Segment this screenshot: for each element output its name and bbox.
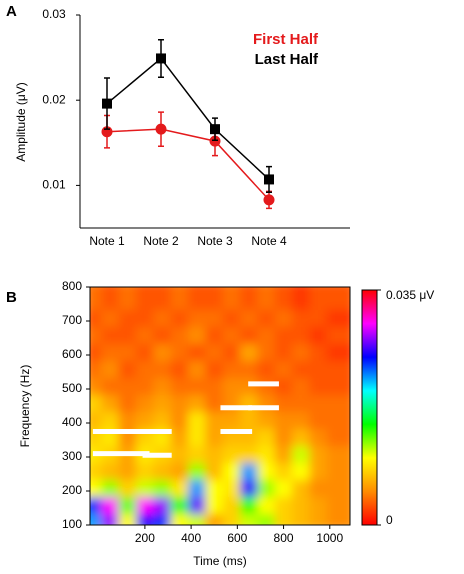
x-tick-label: Note 2 <box>143 234 179 248</box>
y-tick-label: 600 <box>62 347 82 361</box>
heatmap-cells <box>90 287 350 525</box>
heatmap <box>90 287 350 525</box>
data-point <box>210 124 220 135</box>
data-point <box>155 123 167 135</box>
data-point <box>102 98 112 109</box>
y-tick-label: 700 <box>62 313 82 327</box>
colorbar <box>361 289 378 526</box>
x-axis-label: Time (ms) <box>193 554 247 568</box>
data-point <box>156 53 166 64</box>
plot-frame <box>89 286 351 526</box>
y-tick-label: 500 <box>62 381 82 395</box>
x-tick-label: 1000 <box>316 531 343 545</box>
series-line <box>106 57 270 180</box>
y-axis-label: Frequency (Hz) <box>18 365 32 448</box>
data-point <box>209 135 221 147</box>
legend-entry: First Half <box>253 31 319 48</box>
y-tick-label: 0.02 <box>42 92 66 106</box>
y-axis-label: Amplitude (μV) <box>14 82 28 162</box>
panel-label: B <box>6 289 17 306</box>
y-tick-label: 0.03 <box>42 7 66 21</box>
colorbar-label: 0 <box>386 513 393 527</box>
legend-entry: Last Half <box>255 51 319 68</box>
x-tick-label: Note 4 <box>251 234 287 248</box>
panel-label: A <box>6 3 17 20</box>
x-tick-label: 200 <box>135 531 155 545</box>
data-point <box>264 174 274 185</box>
x-tick-label: Note 1 <box>89 234 125 248</box>
y-tick-label: 800 <box>62 279 82 293</box>
data-point <box>263 194 275 206</box>
y-tick-label: 400 <box>62 415 82 429</box>
colorbar-label: 0.035 μV <box>386 288 434 302</box>
y-tick-label: 0.01 <box>42 178 66 192</box>
y-tick-label: 100 <box>62 517 82 531</box>
series-line <box>106 128 270 201</box>
x-tick-label: Note 3 <box>197 234 233 248</box>
x-tick-label: 800 <box>274 531 294 545</box>
x-tick-label: 400 <box>181 531 201 545</box>
heatmap-cell <box>326 287 350 310</box>
y-tick-label: 300 <box>62 449 82 463</box>
y-tick-label: 200 <box>62 483 82 497</box>
x-tick-label: 600 <box>227 531 247 545</box>
